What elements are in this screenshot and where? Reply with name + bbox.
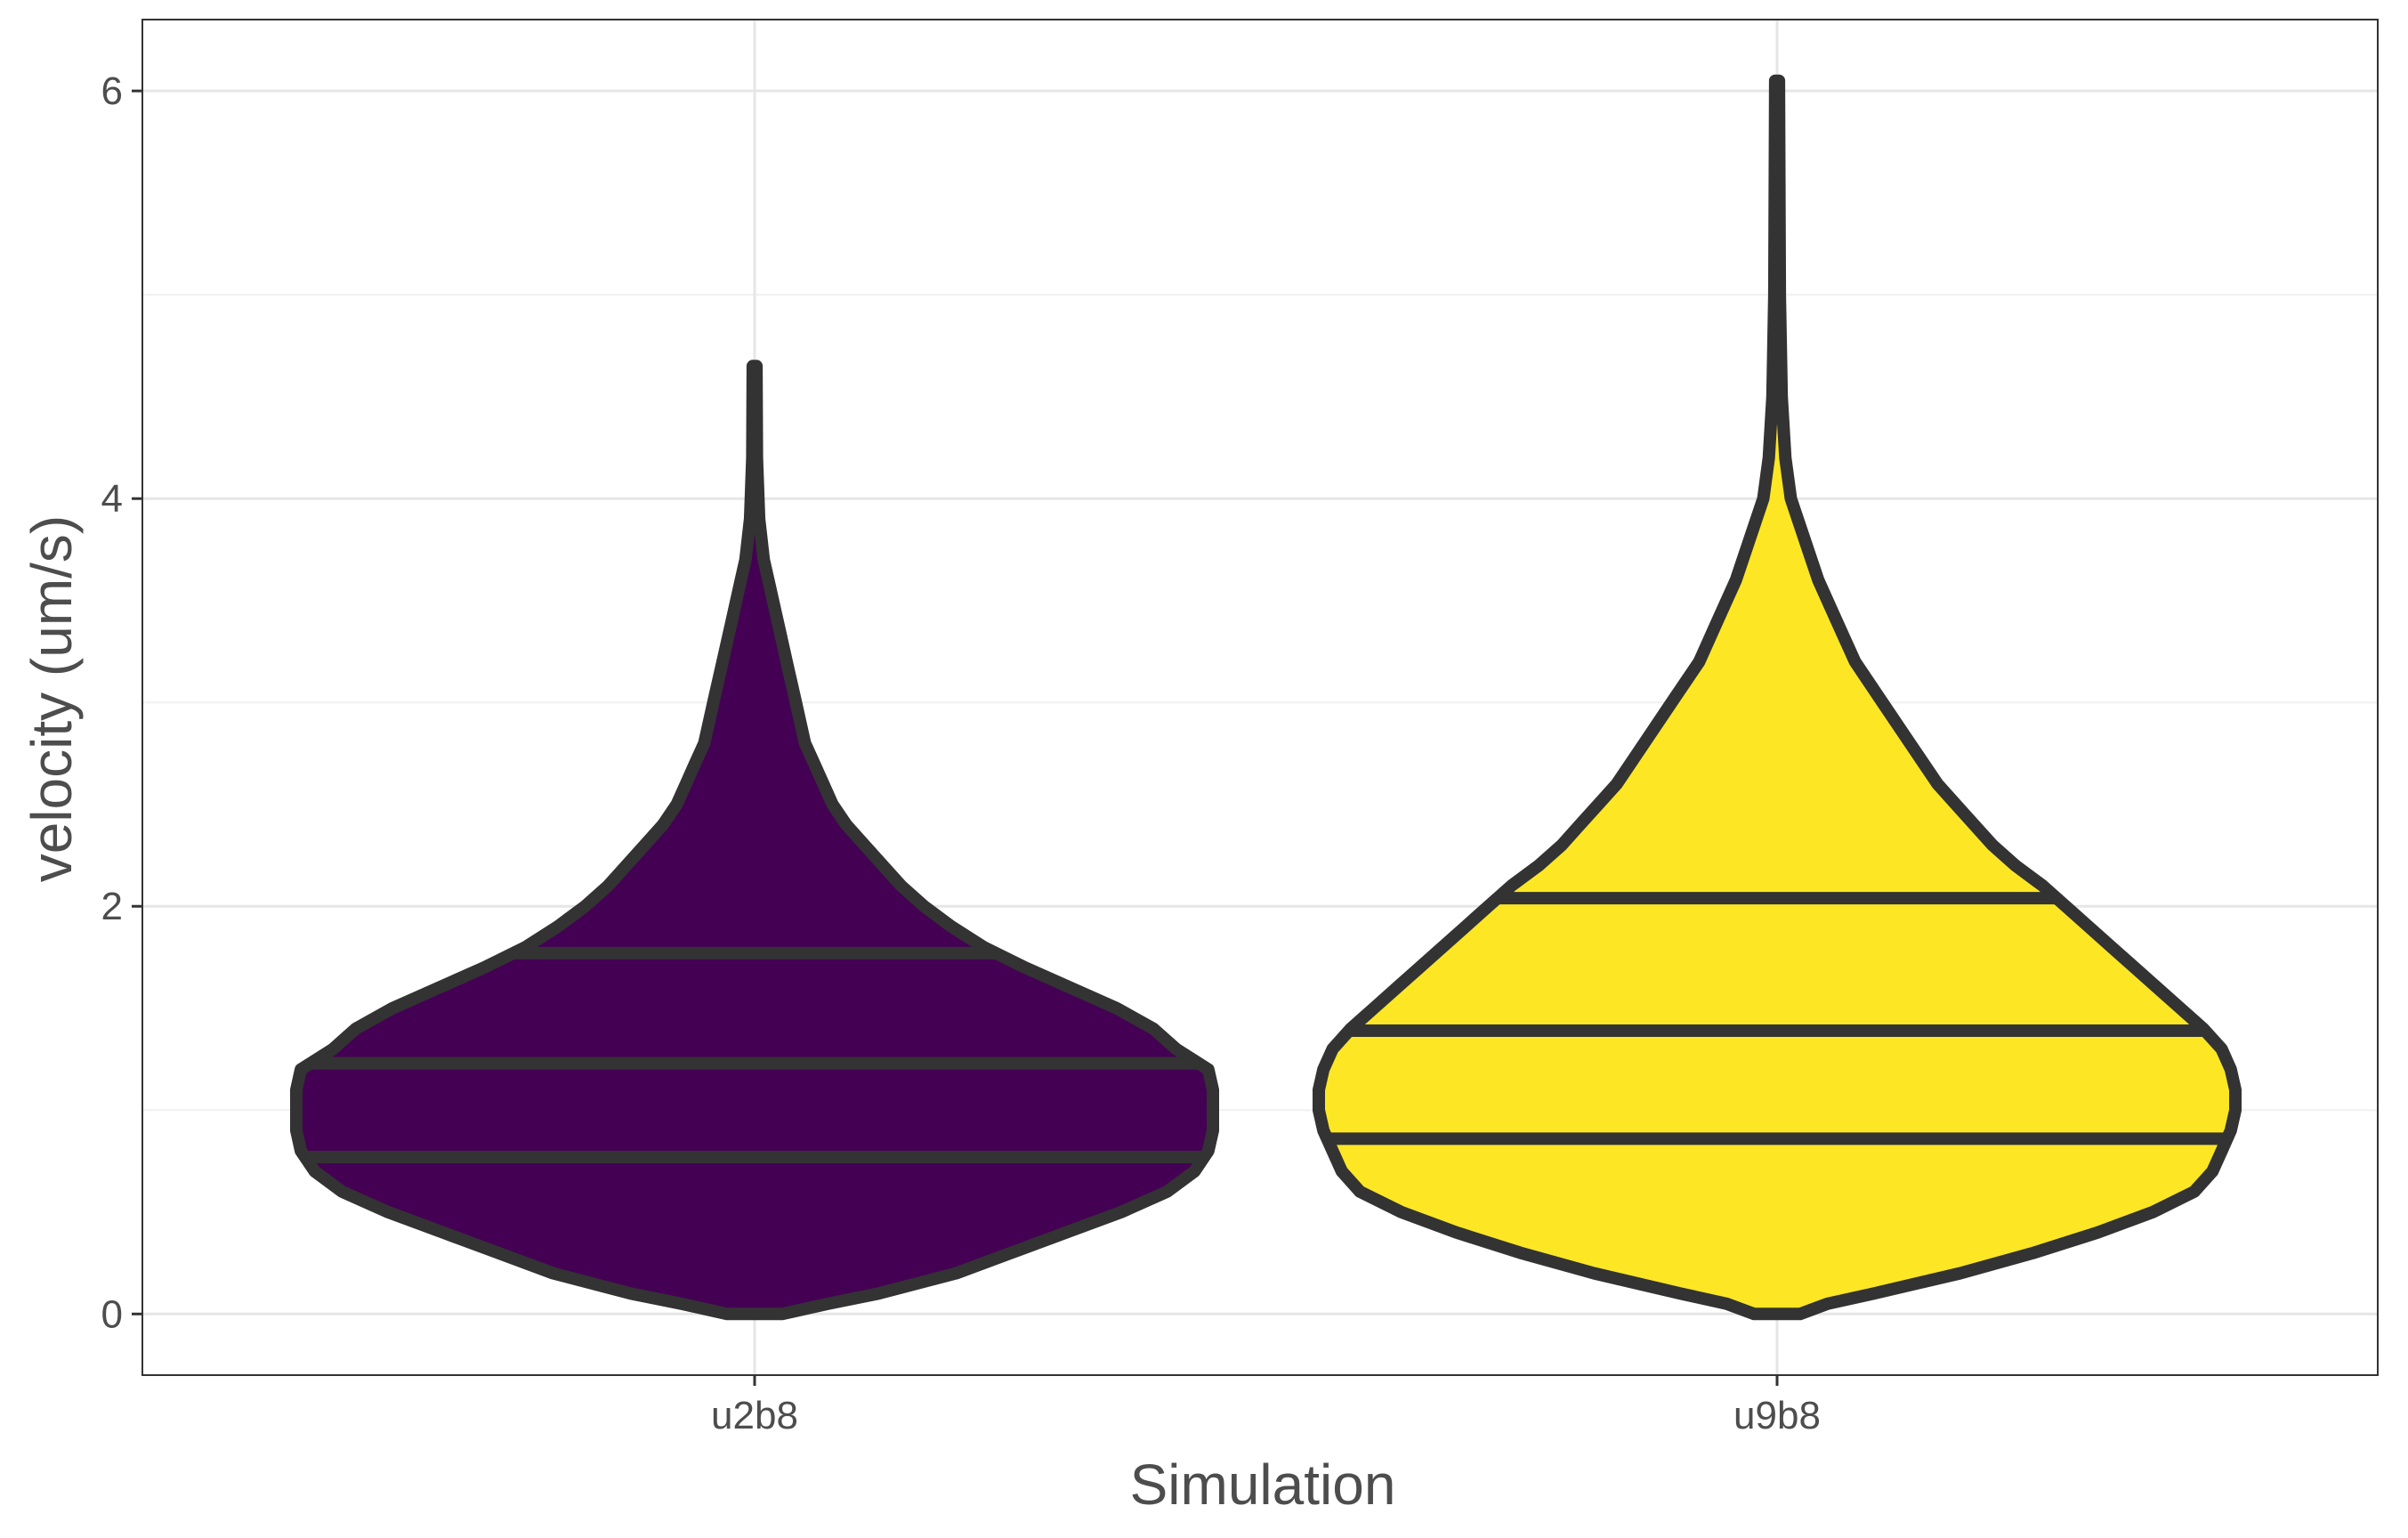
violins bbox=[290, 74, 2242, 1321]
x-tick-label: u9b8 bbox=[1733, 1394, 1821, 1437]
panel-border bbox=[141, 19, 2379, 1376]
y-tick-label: 6 bbox=[101, 69, 123, 113]
y-tick-label: 4 bbox=[101, 477, 123, 521]
x-tick-label: u2b8 bbox=[711, 1394, 798, 1437]
x-axis-title: Simulation bbox=[1130, 1453, 1396, 1517]
y-axis-title: velocity (um/s) bbox=[20, 515, 84, 883]
violin-u9b8 bbox=[1313, 74, 2242, 1321]
y-tick-label: 2 bbox=[101, 885, 123, 928]
axes: 0 2 4 6 u2b8 u9b8 bbox=[101, 69, 1821, 1437]
y-tick-label: 0 bbox=[101, 1292, 123, 1336]
violin-u2b8 bbox=[290, 360, 1219, 1321]
